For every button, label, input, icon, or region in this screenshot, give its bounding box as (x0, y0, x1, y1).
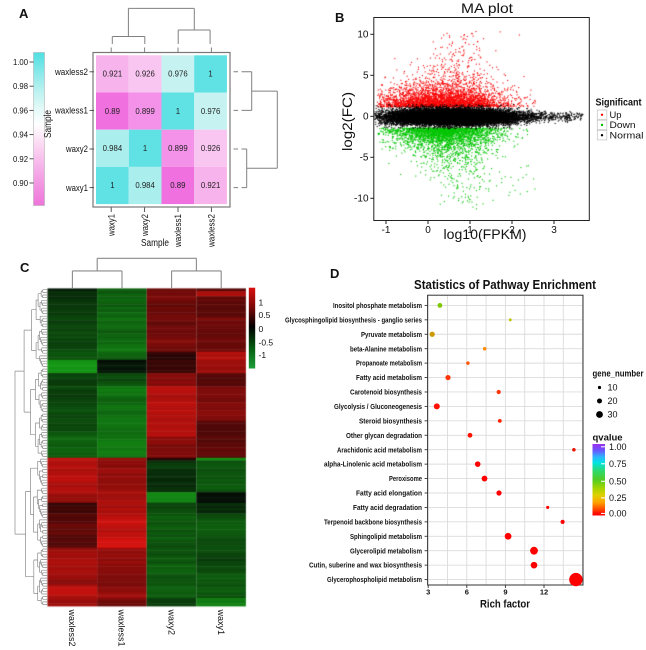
svg-text:gene_number: gene_number (593, 369, 644, 380)
svg-text:-10: -10 (354, 193, 369, 204)
svg-text:Down: Down (610, 120, 636, 130)
svg-text:0.50: 0.50 (609, 476, 627, 486)
svg-text:0.00: 0.00 (609, 508, 627, 518)
svg-text:MA plot: MA plot (461, 0, 513, 16)
svg-text:Rich factor: Rich factor (480, 599, 531, 611)
svg-text:0.92: 0.92 (13, 154, 28, 164)
svg-text:-1: -1 (259, 350, 267, 360)
svg-text:1.00: 1.00 (609, 442, 627, 452)
svg-text:Sample: Sample (141, 238, 169, 249)
svg-text:0.25: 0.25 (609, 493, 627, 503)
svg-text:Glycolysis / Gluconeogenesis: Glycolysis / Gluconeogenesis (334, 402, 422, 411)
svg-text:0.96: 0.96 (13, 105, 28, 115)
svg-text:0.921: 0.921 (201, 181, 221, 190)
svg-text:waxy1: waxy1 (216, 609, 226, 636)
svg-text:alpha-Linolenic acid metabolis: alpha-Linolenic acid metabolism (324, 460, 422, 469)
svg-text:0.89: 0.89 (105, 107, 120, 116)
svg-text:0.926: 0.926 (201, 144, 221, 153)
svg-text:20: 20 (608, 396, 618, 406)
svg-text:5: 5 (363, 70, 369, 81)
svg-text:0: 0 (425, 225, 431, 236)
svg-text:Glycerolipid metabolism: Glycerolipid metabolism (350, 546, 422, 555)
svg-text:6: 6 (465, 588, 469, 597)
svg-text:waxless1: waxless1 (54, 106, 88, 117)
svg-text:Statistics of Pathway Enrichme: Statistics of Pathway Enrichment (414, 278, 597, 292)
svg-text:waxless2: waxless2 (54, 67, 88, 78)
svg-text:Propanoate metabolism: Propanoate metabolism (356, 359, 422, 368)
svg-text:-1: -1 (382, 225, 391, 236)
svg-text:1.00: 1.00 (13, 57, 28, 67)
svg-text:D: D (330, 266, 339, 281)
svg-text:-5: -5 (360, 152, 369, 163)
svg-text:waxless1: waxless1 (117, 609, 127, 647)
svg-text:1: 1 (176, 107, 180, 116)
svg-text:C: C (20, 260, 30, 275)
svg-text:Glycosphingolipid biosynthesis: Glycosphingolipid biosynthesis - ganglio… (285, 315, 422, 324)
svg-text:3: 3 (551, 225, 557, 236)
svg-text:0.976: 0.976 (168, 70, 188, 79)
svg-text:Cutin, suberine and wax biosyn: Cutin, suberine and wax biosynthesis (309, 561, 422, 570)
svg-text:0.899: 0.899 (135, 107, 155, 116)
svg-text:0.98: 0.98 (13, 81, 28, 91)
svg-text:log2(FC): log2(FC) (340, 92, 355, 151)
svg-text:-0.5: -0.5 (259, 337, 274, 347)
svg-text:Terpenoid backbone biosynthesi: Terpenoid backbone biosynthesis (324, 517, 422, 526)
svg-text:1: 1 (110, 181, 114, 190)
svg-text:Carotenoid biosynthesis: Carotenoid biosynthesis (350, 388, 422, 397)
svg-text:0.94: 0.94 (13, 130, 28, 140)
svg-text:2: 2 (509, 225, 515, 236)
svg-text:qvalue: qvalue (593, 433, 623, 444)
svg-text:0.899: 0.899 (168, 144, 188, 153)
svg-text:B: B (335, 10, 344, 25)
svg-text:Inositol phosphate metabolism: Inositol phosphate metabolism (333, 301, 422, 310)
svg-text:30: 30 (608, 410, 618, 420)
svg-text:Sample: Sample (43, 110, 54, 138)
svg-text:0.976: 0.976 (201, 107, 221, 116)
svg-text:10: 10 (357, 29, 369, 40)
svg-text:0.75: 0.75 (609, 459, 627, 469)
svg-text:1: 1 (208, 70, 212, 79)
svg-text:1: 1 (467, 225, 473, 236)
svg-text:waxy2: waxy2 (166, 609, 176, 636)
svg-text:0.90: 0.90 (13, 178, 28, 188)
svg-text:waxless2: waxless2 (67, 609, 77, 647)
svg-text:0.5: 0.5 (259, 310, 271, 320)
svg-text:3: 3 (426, 588, 430, 597)
svg-text:0: 0 (363, 111, 369, 122)
svg-text:Glycerophospholipid metabolism: Glycerophospholipid metabolism (327, 575, 422, 584)
svg-text:0.926: 0.926 (135, 70, 155, 79)
svg-text:0.984: 0.984 (103, 144, 123, 153)
svg-text:waxy2: waxy2 (65, 144, 88, 155)
svg-text:waxless2: waxless2 (207, 214, 218, 248)
svg-text:Fatty acid metabolism: Fatty acid metabolism (356, 373, 422, 382)
svg-text:log10(FPKM): log10(FPKM) (444, 227, 527, 242)
svg-text:beta-Alanine metabolism: beta-Alanine metabolism (350, 344, 422, 353)
svg-text:Peroxisome: Peroxisome (389, 474, 422, 483)
svg-text:Other glycan degradation: Other glycan degradation (346, 431, 422, 440)
svg-text:Fatty acid elongation: Fatty acid elongation (356, 489, 422, 498)
svg-text:Fatty acid degradation: Fatty acid degradation (353, 503, 422, 512)
svg-text:waxy1: waxy1 (106, 214, 117, 237)
svg-text:waxy2: waxy2 (140, 214, 151, 237)
svg-text:Pyruvate metabolism: Pyruvate metabolism (361, 330, 422, 339)
svg-text:A: A (19, 6, 29, 21)
svg-text:Sphingolipid metabolism: Sphingolipid metabolism (350, 532, 422, 541)
svg-text:1: 1 (259, 298, 264, 308)
svg-text:0.921: 0.921 (103, 70, 123, 79)
svg-text:0: 0 (259, 324, 264, 334)
svg-text:1: 1 (143, 144, 147, 153)
svg-text:Arachidonic acid metabolism: Arachidonic acid metabolism (337, 445, 422, 454)
svg-text:Normal: Normal (610, 130, 644, 140)
svg-text:12: 12 (540, 588, 548, 597)
svg-text:0.89: 0.89 (170, 181, 185, 190)
svg-text:0.984: 0.984 (135, 181, 155, 190)
svg-text:waxy1: waxy1 (65, 183, 88, 194)
svg-text:Steroid biosynthesis: Steroid biosynthesis (359, 416, 422, 425)
svg-text:9: 9 (503, 588, 507, 597)
svg-text:Significant: Significant (596, 98, 643, 109)
svg-text:waxless1: waxless1 (173, 214, 184, 248)
svg-text:Up: Up (610, 110, 622, 120)
svg-text:10: 10 (608, 383, 618, 393)
